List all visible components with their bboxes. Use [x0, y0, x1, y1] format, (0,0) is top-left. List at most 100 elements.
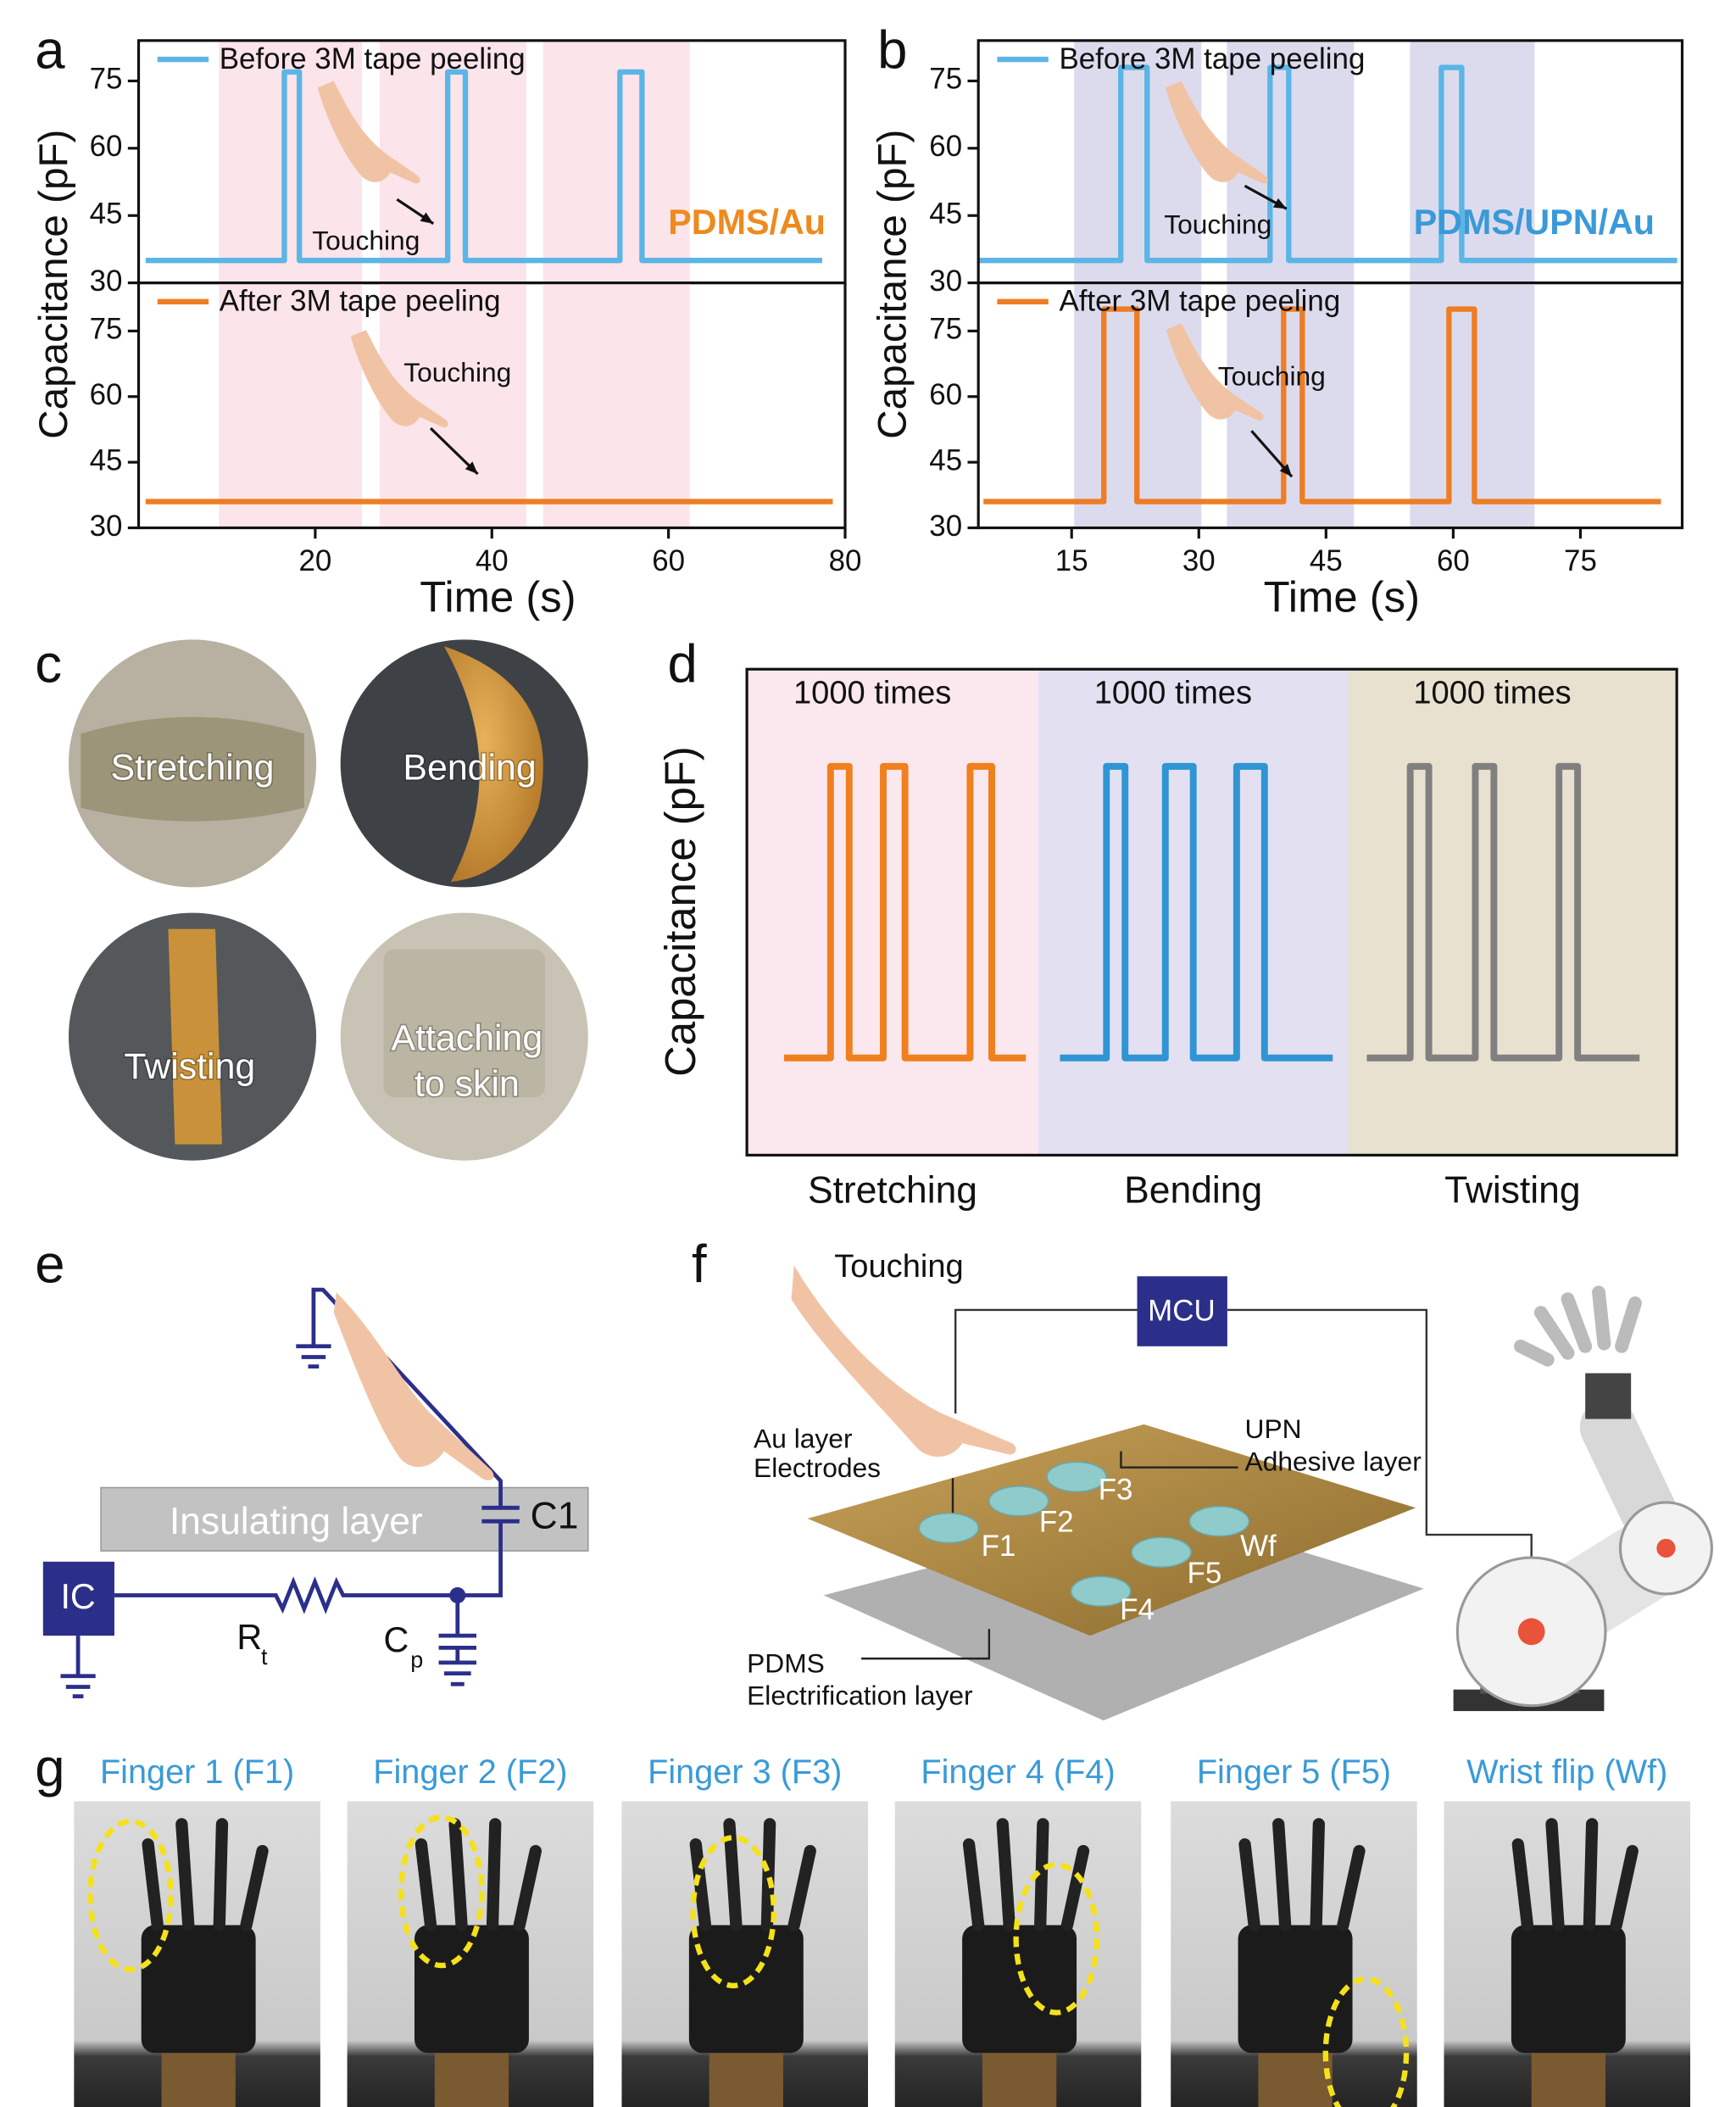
- hand: [317, 81, 420, 184]
- action-label: Touching: [834, 1249, 964, 1285]
- hand: [1165, 81, 1268, 184]
- annotation: PDMS/UPN/Au: [1414, 203, 1655, 242]
- highlight-ring: [690, 1835, 777, 1989]
- robot-finger: [448, 1818, 468, 1931]
- y-tick-label: 45: [929, 443, 962, 477]
- arrow-head: [1279, 464, 1293, 477]
- pad-label: F1: [982, 1530, 1016, 1563]
- robot-palm: [688, 1925, 804, 2054]
- y-tick-label: 75: [929, 63, 962, 96]
- legend-label: After 3M tape peeling: [1059, 285, 1340, 318]
- robot-finger: [415, 1838, 437, 1931]
- shaded-region: [1074, 40, 1202, 283]
- robot-finger: [1337, 1845, 1366, 1931]
- robot-finger: [486, 1818, 502, 1931]
- robot-finger: [787, 1845, 816, 1931]
- panel-f: MCU Touching Au layer Electrodes UPN Adh…: [747, 1249, 1714, 1721]
- robot-finger: [1514, 1285, 1642, 1367]
- photo-title: Finger 1 (F1): [100, 1753, 294, 1791]
- region-background: [1348, 669, 1678, 1156]
- cp-label: C: [383, 1620, 409, 1659]
- robot-wrist: [1585, 1373, 1632, 1419]
- arrow-head: [465, 461, 478, 475]
- robot-finger: [760, 1818, 776, 1931]
- adhesive-label: UPN: [1245, 1413, 1302, 1444]
- x-tick-label: 30: [1182, 544, 1216, 577]
- robot-finger: [1272, 1818, 1292, 1931]
- robot-palm: [1511, 1925, 1626, 2054]
- robot-finger: [1060, 1845, 1090, 1931]
- panel-letter: b: [877, 20, 907, 80]
- photo-title: Finger 2 (F2): [373, 1753, 567, 1791]
- y-tick-label: 45: [929, 197, 962, 230]
- highlight-ring: [1013, 1861, 1100, 2015]
- y-tick-label: 60: [929, 378, 962, 411]
- panel-letter: e: [35, 1235, 64, 1295]
- category-label: Stretching: [808, 1170, 977, 1212]
- shaded-region: [542, 40, 690, 283]
- panel-e: Insulating layer IC C1 R t C p: [42, 1287, 589, 1698]
- x-tick-label: 80: [829, 544, 862, 577]
- substrate-label: PDMS: [747, 1647, 825, 1678]
- robot-joint: [1656, 1538, 1676, 1558]
- electrode-pad: [1070, 1575, 1132, 1608]
- electrode-pad: [988, 1485, 1049, 1517]
- chart: Stretching 1000 times Bending 1000 times Twi…: [656, 667, 1678, 1212]
- robot-finger: [996, 1818, 1015, 1931]
- panel-letter: a: [35, 20, 65, 80]
- x-tick-label: 60: [1437, 544, 1470, 577]
- panel-letter: d: [667, 634, 697, 694]
- pad-label: F3: [1099, 1473, 1133, 1506]
- series-line: [1060, 762, 1333, 1062]
- y-tick-label: 60: [90, 378, 123, 411]
- y-tick-label: 60: [929, 130, 962, 163]
- y-tick-label: 45: [90, 197, 123, 230]
- robot-joint: [1517, 1618, 1545, 1646]
- photo-label: Bending: [403, 748, 536, 789]
- robot-finger: [175, 1818, 195, 1931]
- chart: 30 45 60 75 20 40 60 80 After 3M tape peeling Tou…: [90, 281, 862, 622]
- panel-g: Finger 1 (F1) Finger 2 (F2) Finger 3 (F3) F…: [74, 1753, 1691, 2107]
- category-label: Bending: [1124, 1170, 1262, 1212]
- x-axis-title: Time (s): [1264, 573, 1420, 622]
- shaded-region: [542, 282, 690, 528]
- substrate-label: Electrification layer: [747, 1681, 973, 1711]
- robot-finger: [962, 1838, 985, 1931]
- legend-label: Before 3M tape peeling: [1059, 42, 1365, 75]
- y-axis-title: Capacitance (pF): [656, 746, 704, 1077]
- rt-label: R: [236, 1618, 262, 1657]
- robot-finger: [1511, 1838, 1534, 1931]
- photo-label: Twisting: [124, 1046, 255, 1087]
- robot-base: [161, 2053, 236, 2107]
- robot-finger: [1545, 1818, 1565, 1931]
- shaded-region: [379, 40, 526, 283]
- annotation: Touching: [1218, 361, 1326, 392]
- shaded-region: [219, 40, 363, 283]
- circuit-wire: [60, 1287, 520, 1698]
- robot-base: [982, 2053, 1057, 2107]
- panel-letter: c: [35, 634, 62, 694]
- x-tick-label: 20: [298, 544, 331, 577]
- mcu-box: [1137, 1276, 1227, 1346]
- electrode-label: Au layer: [754, 1423, 853, 1453]
- panel-letter: g: [35, 1738, 64, 1798]
- charts: 30 45 60 75 Before 3M tape peeling Touching PD…: [31, 39, 1684, 1212]
- node: [449, 1586, 466, 1604]
- highlight-ring: [398, 1814, 485, 1969]
- robot-finger: [513, 1845, 542, 1931]
- hand: [350, 330, 448, 428]
- film: [383, 949, 545, 1098]
- pad-label: F5: [1188, 1557, 1222, 1590]
- arrow-head: [420, 212, 434, 224]
- robot-finger: [1034, 1818, 1049, 1931]
- mcu-label: MCU: [1148, 1294, 1216, 1327]
- cp-sub: p: [410, 1647, 423, 1672]
- film: [443, 646, 543, 883]
- film: [168, 928, 222, 1145]
- plot-frame: [976, 281, 1684, 530]
- photo-title: Finger 4 (F4): [921, 1753, 1115, 1791]
- robot-finger: [1610, 1845, 1639, 1931]
- chart: 30 45 60 75 Before 3M tape peeling Touching PD…: [870, 39, 1684, 439]
- robot-finger: [1238, 1838, 1260, 1931]
